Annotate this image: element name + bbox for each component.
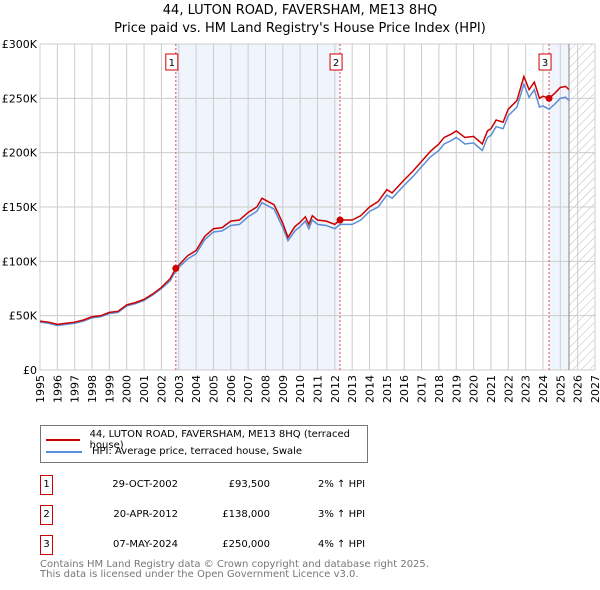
footer-copyright: Contains HM Land Registry data © Crown c… — [40, 559, 429, 570]
sale-label-box — [329, 53, 343, 71]
y-tick-label: £200K — [2, 147, 38, 160]
x-tick-label: 2003 — [173, 375, 186, 403]
x-tick-label: 2009 — [277, 375, 290, 403]
y-tick-label: £250K — [2, 92, 38, 105]
x-tick-label: 2018 — [433, 375, 446, 403]
x-tick-label: 2019 — [450, 375, 463, 403]
hpi-line — [39, 81, 570, 327]
sale-price: £93,500 — [228, 479, 270, 490]
x-tick-label: 2021 — [485, 375, 498, 403]
y-tick-label: £150K — [2, 201, 38, 214]
sale-row: 3 07-MAY-2024 £250,000 4% ↑ HPI — [40, 535, 440, 555]
x-tick-label: 2017 — [416, 375, 429, 403]
sale-point — [172, 264, 180, 272]
sale-marker-badge: 2 — [40, 505, 53, 525]
x-tick-label: 2022 — [502, 375, 515, 403]
sale-price: £138,000 — [222, 509, 270, 520]
sale-hpi-diff: 4% ↑ HPI — [318, 539, 366, 550]
chart-title: 44, LUTON ROAD, FAVERSHAM, ME13 8HQ Pric… — [0, 2, 600, 38]
sale-label: 1 — [169, 58, 175, 69]
x-tick-label: 1995 — [34, 375, 47, 403]
sale-marker-badge: 1 — [40, 475, 53, 495]
x-tick-label: 2020 — [468, 375, 481, 403]
y-tick-label: £50K — [9, 310, 38, 323]
x-tick-label: 1999 — [103, 375, 116, 403]
x-tick-label: 2005 — [207, 375, 220, 403]
x-tick-label: 2012 — [329, 375, 342, 403]
chart: 1995 1996 1997 1998 1999 2000 2001 2002 2003 2004… — [2, 38, 600, 403]
title: 44, LUTON ROAD, FAVERSHAM, ME13 8HQ — [162, 3, 438, 18]
x-tick-label: 2014 — [364, 375, 377, 403]
sale-label: 2 — [333, 58, 339, 69]
x-tick-label: 2010 — [294, 375, 307, 403]
y-tick-label: £0 — [23, 364, 37, 377]
x-tick-label: 2027 — [589, 375, 600, 403]
sale-marker-badge: 3 — [40, 535, 53, 555]
legend-swatch — [46, 450, 82, 453]
legend-item-property: 44, LUTON ROAD, FAVERSHAM, ME13 8HQ (ter… — [46, 429, 367, 451]
sale-price: £250,000 — [222, 539, 270, 550]
x-tick-label: 2026 — [572, 375, 585, 403]
legend-item-hpi: HPI: Average price, terraced house, Swal… — [46, 446, 302, 457]
x-tick-label: 2013 — [346, 375, 359, 403]
footer: Contains HM Land Registry data © Crown c… — [40, 560, 429, 580]
subtitle: Price paid vs. HM Land Registry's House … — [114, 21, 486, 36]
x-tick-label: 2011 — [312, 375, 325, 403]
sale-label-box — [538, 53, 552, 71]
x-tick-label: 2008 — [259, 375, 272, 403]
x-tick-label: 2002 — [155, 375, 168, 403]
sale-date: 29-OCT-2002 — [112, 479, 178, 490]
x-tick-label: 2000 — [121, 375, 134, 403]
property-price-line — [39, 74, 570, 326]
legend: 44, LUTON ROAD, FAVERSHAM, ME13 8HQ (ter… — [40, 425, 368, 463]
x-tick-label: 2016 — [398, 375, 411, 403]
sale-row: 2 20-APR-2012 £138,000 3% ↑ HPI — [40, 505, 440, 525]
x-tick-label: 1996 — [51, 375, 64, 403]
x-tick-label: 2006 — [225, 375, 238, 403]
footer-licence: This data is licensed under the Open Gov… — [40, 569, 359, 580]
sale-hpi-diff: 3% ↑ HPI — [318, 509, 366, 520]
y-tick-label: £300K — [2, 38, 38, 51]
sale-point — [336, 216, 344, 224]
y-tick-label: £100K — [2, 255, 38, 268]
x-tick-label: 2025 — [554, 375, 567, 403]
x-tick-label: 1997 — [69, 375, 82, 403]
sale-label-box — [165, 53, 179, 71]
x-tick-label: 2023 — [520, 375, 533, 403]
sale-date: 20-APR-2012 — [113, 509, 178, 520]
x-tick-label: 2004 — [190, 375, 203, 403]
x-tick-label: 2007 — [242, 375, 255, 403]
sale-hpi-diff: 2% ↑ HPI — [318, 479, 366, 490]
x-tick-label: 2015 — [381, 375, 394, 403]
legend-swatch — [46, 439, 80, 441]
x-tick-label: 2001 — [138, 375, 151, 403]
x-tick-label: 1998 — [86, 375, 99, 403]
legend-label: HPI: Average price, terraced house, Swal… — [92, 446, 303, 457]
sale-point — [545, 94, 553, 102]
sale-row: 1 29-OCT-2002 £93,500 2% ↑ HPI — [40, 475, 440, 495]
x-tick-label: 2024 — [537, 375, 550, 403]
sale-date: 07-MAY-2024 — [112, 539, 178, 550]
legend-label: 44, LUTON ROAD, FAVERSHAM, ME13 8HQ (ter… — [89, 429, 350, 451]
sale-label: 3 — [542, 58, 548, 69]
